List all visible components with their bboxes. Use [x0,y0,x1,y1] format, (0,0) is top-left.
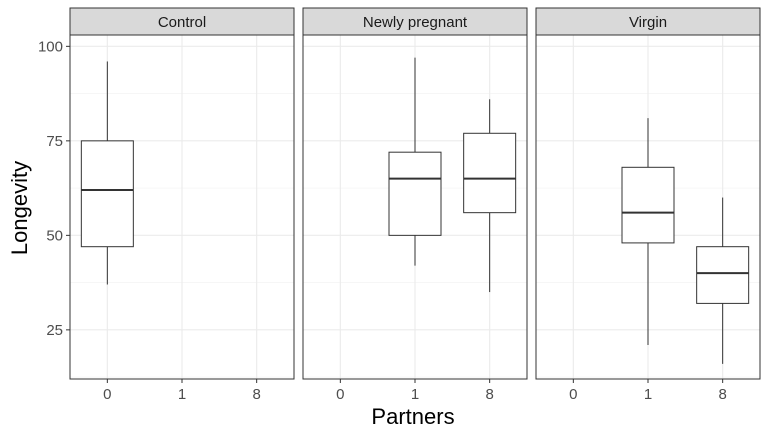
facet-strip-label: Control [158,14,206,31]
facet-panel: Control 0 1 8 [69,7,295,403]
box-body [80,140,134,248]
y-tick-label: 100 [38,38,63,55]
facet-strip [69,7,295,36]
y-axis: 25 50 75 100 [38,38,70,339]
x-tick-label: 8 [252,386,260,403]
box [696,197,750,364]
box [388,57,442,266]
facet-strip [302,7,528,36]
facet-strip-label: Virgin [629,14,667,31]
box [621,118,675,345]
box-body [463,132,517,214]
y-axis-title: Longevity [7,161,32,255]
box [463,99,517,293]
x-tick-label: 1 [411,386,419,403]
x-tick-label: 8 [485,386,493,403]
x-tick-label: 1 [178,386,186,403]
x-tick-label: 0 [336,386,344,403]
x-tick-label: 1 [644,386,652,403]
x-tick-label: 0 [569,386,577,403]
box-body [621,166,675,244]
facet-panel: Virgin 0 1 8 [535,7,761,403]
box [80,61,134,285]
box-body [388,151,442,236]
x-tick-label: 0 [103,386,111,403]
y-tick-label: 25 [46,322,63,339]
facet-strip [535,7,761,36]
x-axis-title: Partners [371,404,454,429]
y-tick-label: 75 [46,133,63,150]
facet-panels: Control 0 1 8 Newly pregnant 0 1 8 Virgin 0 1 8 [69,7,761,403]
box-body [696,246,750,304]
y-tick-label: 50 [46,227,63,244]
facet-panel: Newly pregnant 0 1 8 [302,7,528,403]
x-tick-label: 8 [718,386,726,403]
facet-strip-label: Newly pregnant [363,14,468,31]
